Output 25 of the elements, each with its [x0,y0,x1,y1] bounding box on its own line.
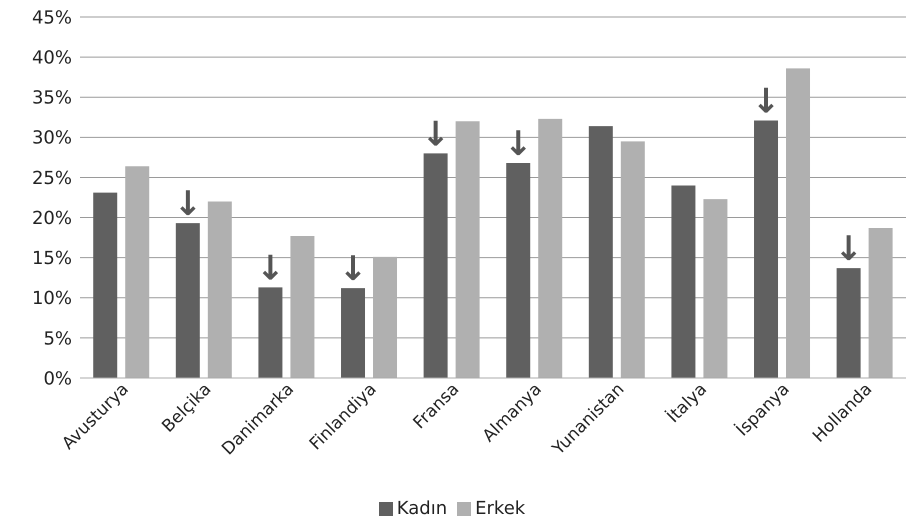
bar [754,120,778,378]
y-tick-label: 35% [32,88,72,109]
y-tick-label: 10% [32,288,72,310]
bar [671,185,696,378]
annotation: ↓ [174,184,202,224]
legend-label: Erkek [475,498,526,519]
annotation: ↓ [338,249,368,290]
bar [506,163,530,378]
bar [588,126,613,378]
annotation: ↓ [256,248,285,288]
bar [341,288,366,378]
bar [176,223,200,378]
bar [93,192,118,378]
y-tick-label: 15% [32,248,72,270]
y-tick-label: 30% [32,128,72,149]
bar [424,153,448,378]
y-tick-label: 20% [32,208,72,229]
y-tick-label: 0% [43,368,72,390]
y-tick-label: 5% [43,328,72,350]
bar [258,287,282,378]
bar [836,268,861,378]
y-tick-label: 40% [32,48,72,68]
legend-label: Kadın [396,498,448,519]
y-tick-label: 45% [32,7,72,28]
y-tick-label: 25% [32,168,72,189]
